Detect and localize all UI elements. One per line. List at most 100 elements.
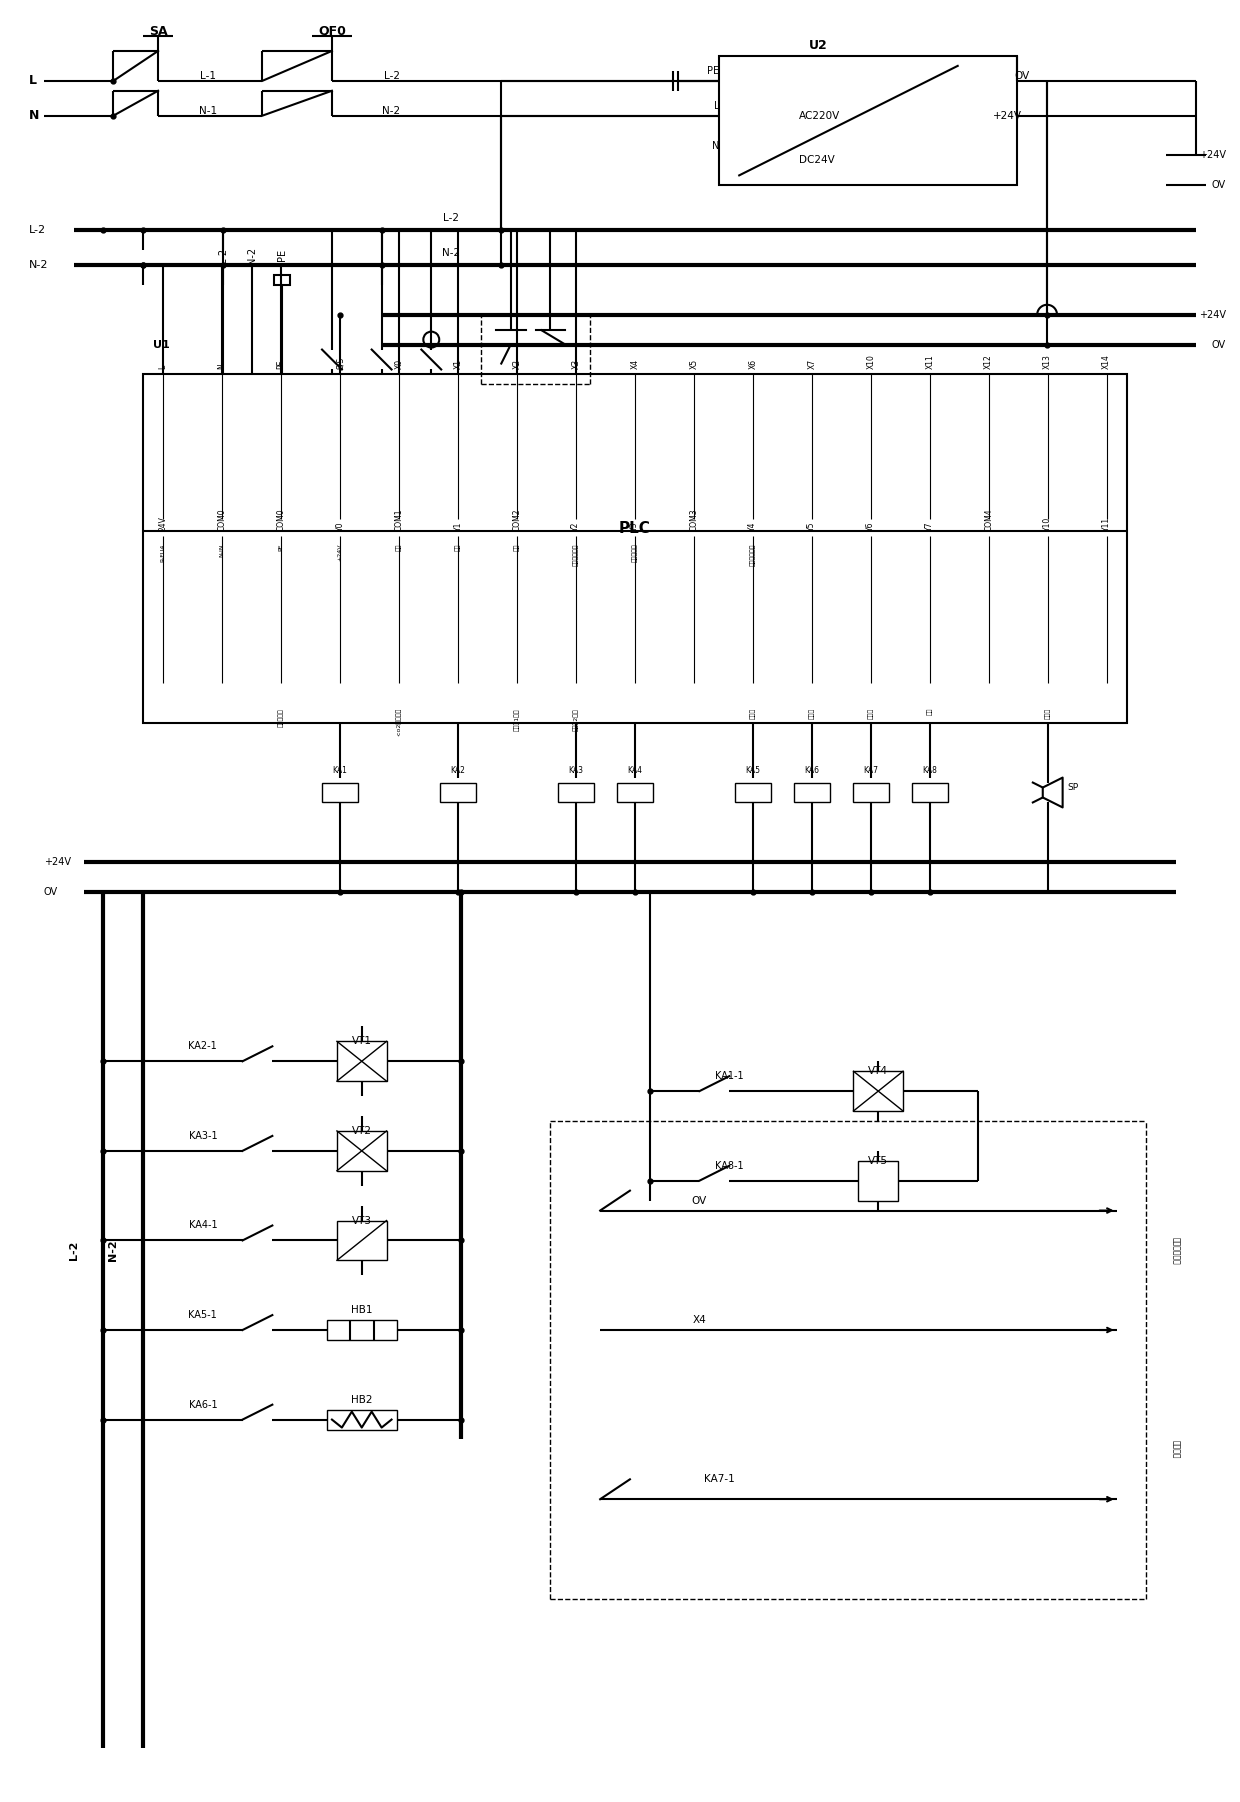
Text: +24V: +24V <box>337 544 342 560</box>
Text: X13: X13 <box>1043 355 1053 369</box>
Text: N-2: N-2 <box>248 247 258 263</box>
Text: +24V: +24V <box>1199 150 1226 160</box>
Text: OV: OV <box>43 887 58 897</box>
Bar <box>853 1070 903 1112</box>
Text: N-2: N-2 <box>29 259 48 270</box>
Text: COM2: COM2 <box>512 508 522 532</box>
Bar <box>337 1220 387 1260</box>
Text: Y10: Y10 <box>1043 517 1053 532</box>
Bar <box>337 1132 387 1171</box>
Text: Y3: Y3 <box>630 523 640 532</box>
Text: ·co2进入口阀: ·co2进入口阀 <box>397 708 402 737</box>
Text: OV: OV <box>692 1195 707 1206</box>
Text: Y11: Y11 <box>1102 517 1111 532</box>
Text: KA2: KA2 <box>450 766 465 775</box>
Text: 准备好: 准备好 <box>868 708 874 719</box>
Text: X6: X6 <box>749 359 758 369</box>
Bar <box>719 56 1017 186</box>
Text: KA8-1: KA8-1 <box>715 1160 744 1171</box>
Text: N-2: N-2 <box>108 1240 119 1261</box>
Text: N: N <box>712 141 719 151</box>
Text: VT3: VT3 <box>352 1216 372 1225</box>
Text: X1: X1 <box>454 359 463 369</box>
Text: X3: X3 <box>572 359 580 369</box>
Text: KA3: KA3 <box>568 766 584 775</box>
Bar <box>618 782 652 802</box>
Text: U2: U2 <box>810 40 828 52</box>
Text: S/S: S/S <box>336 357 345 369</box>
Text: 蜂鸣器: 蜂鸣器 <box>1045 708 1050 719</box>
Bar <box>337 1042 387 1081</box>
Text: X4: X4 <box>630 359 640 369</box>
Text: N-IN: N-IN <box>219 544 224 557</box>
Text: 粗加热: 粗加热 <box>750 708 755 719</box>
Text: COM4: COM4 <box>985 508 993 532</box>
Text: 联机喂开关: 联机喂开关 <box>632 544 637 562</box>
Bar <box>274 276 290 285</box>
Text: VT1: VT1 <box>352 1036 372 1047</box>
Text: KA3-1: KA3-1 <box>188 1132 217 1141</box>
Text: X7: X7 <box>807 359 816 369</box>
Text: KA1: KA1 <box>332 766 347 775</box>
Text: COM0: COM0 <box>277 508 285 532</box>
Bar <box>327 1409 397 1429</box>
Bar <box>794 782 830 802</box>
Text: U1: U1 <box>154 339 170 350</box>
Text: OV: OV <box>1014 70 1030 81</box>
Text: KA4-1: KA4-1 <box>188 1220 217 1231</box>
Text: 24V: 24V <box>159 517 167 532</box>
Text: X2: X2 <box>512 359 522 369</box>
Text: N-1: N-1 <box>198 106 217 115</box>
Text: N-2: N-2 <box>382 106 401 115</box>
Text: Y4: Y4 <box>749 523 758 532</box>
Bar <box>322 782 358 802</box>
Bar <box>558 782 594 802</box>
Text: X10: X10 <box>867 355 875 369</box>
Text: PE: PE <box>277 360 285 369</box>
Text: 细加热: 细加热 <box>808 708 815 719</box>
Bar <box>853 782 889 802</box>
Text: 急停: 急停 <box>515 544 520 551</box>
Text: KA7-1: KA7-1 <box>704 1474 735 1485</box>
Text: N: N <box>217 364 227 369</box>
Text: L-2: L-2 <box>29 225 46 234</box>
Text: L-2: L-2 <box>68 1242 78 1260</box>
Text: L-2: L-2 <box>218 247 228 263</box>
Text: HB1: HB1 <box>351 1305 372 1315</box>
Text: KA7: KA7 <box>863 766 878 775</box>
Bar <box>735 782 771 802</box>
Text: Y7: Y7 <box>925 523 934 532</box>
Text: L: L <box>29 74 37 86</box>
Text: 加压启动阀: 加压启动阀 <box>278 708 284 726</box>
Text: PE: PE <box>278 249 288 261</box>
Bar <box>144 375 1127 723</box>
Text: +24V: +24V <box>1199 310 1226 319</box>
Text: X4: X4 <box>693 1315 707 1324</box>
Text: X12: X12 <box>985 355 993 369</box>
Text: +24V: +24V <box>993 110 1022 121</box>
Text: 喂嘴器2开阀: 喂嘴器2开阀 <box>573 708 579 730</box>
Text: KA4: KA4 <box>627 766 642 775</box>
Bar <box>327 1321 397 1341</box>
Text: Y2: Y2 <box>572 523 580 532</box>
Text: L: L <box>714 101 719 110</box>
Text: 启动: 启动 <box>397 544 402 551</box>
Text: DC24V: DC24V <box>799 155 835 166</box>
Text: N-2: N-2 <box>443 249 460 258</box>
Text: N: N <box>29 110 40 123</box>
Text: COM3: COM3 <box>689 508 698 532</box>
Text: L-2: L-2 <box>383 70 399 81</box>
Text: Y0: Y0 <box>336 523 345 532</box>
Text: KA6-1: KA6-1 <box>188 1400 217 1409</box>
Text: VT5: VT5 <box>868 1155 888 1166</box>
Text: OV: OV <box>1211 339 1226 350</box>
Text: PE: PE <box>707 67 719 76</box>
Text: L-2: L-2 <box>443 213 459 223</box>
Text: PE: PE <box>279 544 284 551</box>
Text: 喂油: 喂油 <box>928 708 932 715</box>
Text: KA2-1: KA2-1 <box>188 1042 217 1051</box>
Text: KA6: KA6 <box>805 766 820 775</box>
Text: KA1-1: KA1-1 <box>715 1070 744 1081</box>
Text: X5: X5 <box>689 359 698 369</box>
Text: PLC: PLC <box>619 521 651 537</box>
